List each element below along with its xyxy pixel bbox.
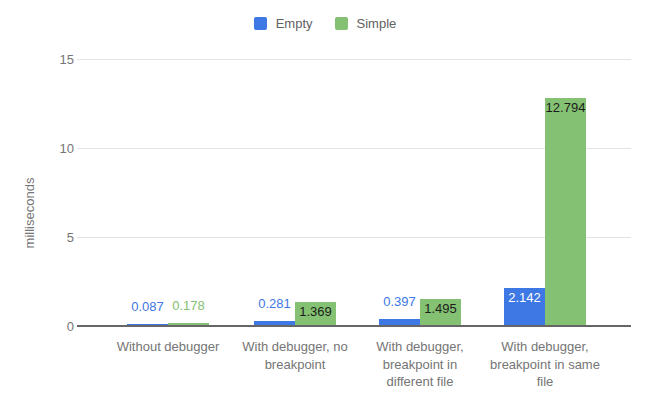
bar-value-label: 0.178 — [157, 298, 221, 313]
y-tick-label: 15 — [30, 52, 74, 67]
y-tick-label: 10 — [30, 141, 74, 156]
chart-legend: Empty Simple — [0, 16, 650, 31]
legend-label: Empty — [276, 16, 313, 31]
x-axis-baseline — [77, 325, 631, 327]
legend-item-simple[interactable]: Simple — [335, 16, 397, 31]
legend-swatch-icon — [335, 17, 348, 30]
legend-item-empty[interactable]: Empty — [254, 16, 313, 31]
bar-value-label: 2.142 — [493, 290, 557, 305]
plot-area: 0.0870.1780.2811.3690.3971.4952.14212.79… — [77, 59, 631, 326]
bar-value-label: 12.794 — [534, 100, 598, 115]
bar-chart: EmptySimple milliseconds 051015 0.0870.1… — [0, 0, 650, 402]
y-tick-label: 0 — [30, 319, 74, 334]
gridline — [77, 59, 631, 60]
x-category-label: With debugger, breakpoint in same file — [465, 338, 625, 391]
y-tick-label: 5 — [30, 230, 74, 245]
legend-swatch-icon — [254, 17, 267, 30]
bar-value-label: 1.495 — [409, 301, 473, 316]
legend-label: Simple — [357, 16, 397, 31]
bar-value-label: 1.369 — [284, 304, 348, 319]
